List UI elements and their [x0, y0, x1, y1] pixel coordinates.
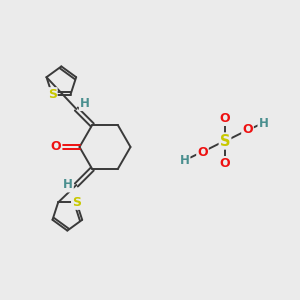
Text: O: O: [220, 157, 230, 170]
Text: H: H: [80, 97, 90, 110]
Text: O: O: [51, 140, 62, 154]
Text: O: O: [220, 112, 230, 125]
Text: H: H: [180, 154, 189, 167]
Text: S: S: [48, 88, 57, 101]
Text: O: O: [197, 146, 208, 159]
Text: S: S: [220, 134, 230, 148]
Text: O: O: [242, 123, 253, 136]
Text: H: H: [259, 116, 268, 130]
Text: H: H: [63, 178, 73, 191]
Text: S: S: [72, 196, 81, 209]
